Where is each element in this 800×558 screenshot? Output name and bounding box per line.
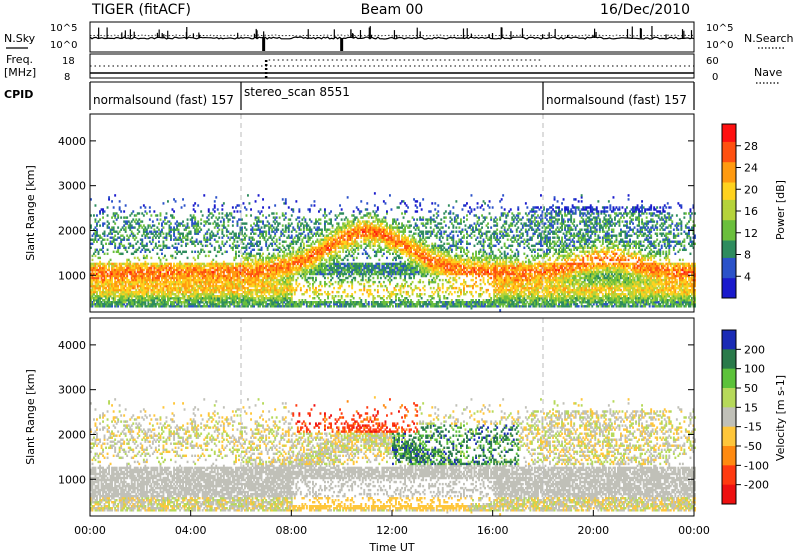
power-panel: 4000 3000 2000 1000 Slant Range [km] (24, 114, 696, 312)
beam-title: Beam 00 (361, 2, 424, 18)
nsky-label: N.Sky (4, 32, 36, 45)
station-title: TIGER (fitACF) (91, 2, 191, 18)
freq-tick-low: 8 (64, 72, 70, 83)
nsearch-label: N.Search (744, 32, 794, 45)
power-ylabel: Slant Range [km] (24, 165, 37, 261)
power-colorbar-tick: 20 (744, 183, 758, 196)
nave-label: Nave (754, 66, 782, 79)
x-axis-label: Time UT (368, 541, 414, 554)
power-colorbar-tick: 12 (744, 227, 758, 240)
x-tick-label: 00:00 (74, 524, 106, 537)
x-tick-label: 16:00 (477, 524, 509, 537)
y-tick-label: 1000 (58, 269, 86, 282)
velocity-colorbar-tick: 200 (744, 343, 765, 356)
power-colorbar-tick: 4 (744, 270, 751, 283)
y-tick-label: 2000 (58, 428, 86, 441)
velocity-colorbar-tick: -15 (744, 421, 762, 434)
x-tick-label: 00:00 (678, 524, 710, 537)
x-tick-label: 12:00 (376, 524, 408, 537)
cpid-label: CPID (4, 88, 33, 101)
nave-tick-low: 0 (712, 72, 718, 83)
cpid-segment-label: normalsound (fast) 157 (93, 93, 234, 107)
noise-panel: 10^5 10^0 10^5 10^0 (50, 22, 733, 52)
cpid-segment-label: stereo_scan 8551 (244, 85, 350, 99)
power-colorbar-tick: 8 (744, 249, 751, 262)
date-title: 16/Dec/2010 (600, 2, 690, 18)
noise-tick-right-high: 10^5 (706, 23, 733, 34)
power-colorbar-tick: 24 (744, 162, 758, 175)
y-tick-label: 4000 (58, 339, 86, 352)
velocity-colorbar-tick: -50 (744, 440, 762, 453)
velocity-ylabel: Slant Range [km] (24, 369, 37, 465)
velocity-colorbar-tick: 15 (744, 401, 758, 414)
cpid-strip: normalsound (fast) 157 stereo_scan 8551 no… (90, 82, 694, 110)
freq-unit-label: [MHz] (4, 66, 36, 79)
power-colorbar-tick: 16 (744, 205, 758, 218)
power-colorbar-tick: 28 (744, 140, 758, 153)
freq-tick-high: 18 (62, 56, 75, 67)
x-tick-label: 20:00 (577, 524, 609, 537)
freq-label: Freq. (6, 53, 33, 66)
x-tick-label: 04:00 (175, 524, 207, 537)
y-tick-label: 3000 (58, 384, 86, 397)
freq-panel: 18 8 60 0 (62, 54, 719, 83)
velocity-colorbar-tick: 100 (744, 363, 765, 376)
y-tick-label: 4000 (58, 135, 86, 148)
velocity-colorbar-tick: -100 (744, 459, 769, 472)
y-tick-label: 1000 (58, 473, 86, 486)
power-colorbar-label: Power [dB] (774, 180, 787, 240)
y-tick-label: 3000 (58, 180, 86, 193)
velocity-colorbar: 200 100 50 15 -15 -50 -100 -200 Velocity [m s-1… (722, 330, 787, 505)
x-tick-label: 08:00 (275, 524, 307, 537)
noise-tick-left-low: 10^0 (50, 40, 77, 51)
noise-tick-left-high: 10^5 (50, 23, 77, 34)
noise-traces (90, 26, 694, 51)
power-colorbar: 28 24 20 16 12 8 4 Power [dB] (722, 124, 787, 299)
noise-tick-right-low: 10^0 (706, 40, 733, 51)
y-tick-label: 2000 (58, 224, 86, 237)
nave-tick-high: 60 (706, 56, 719, 67)
velocity-panel: 4000 3000 2000 1000 Slant Range [km] 00:00 0… (24, 318, 710, 554)
freq-traces (90, 60, 694, 78)
velocity-colorbar-tick: -200 (744, 479, 769, 492)
cpid-segment-label: normalsound (fast) 157 (546, 93, 687, 107)
velocity-colorbar-label: Velocity [m s-1] (774, 375, 787, 461)
velocity-colorbar-tick: 50 (744, 382, 758, 395)
